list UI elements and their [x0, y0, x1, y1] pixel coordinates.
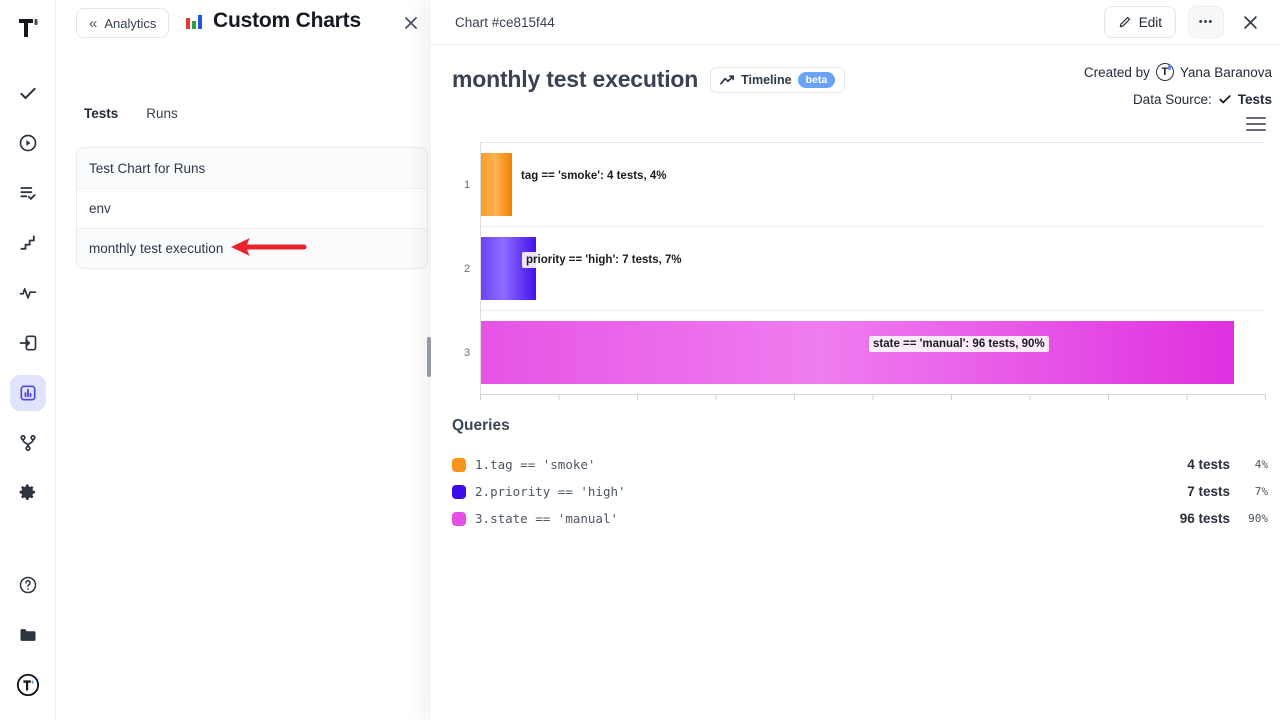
list-item-monthly-test-execution[interactable]: monthly test execution	[77, 228, 427, 268]
query-row: 2.priority == 'high' 7 tests 7%	[452, 478, 1268, 505]
chart-band-1: 1 tag == 'smoke': 4 tests, 4%	[464, 142, 1265, 226]
edit-label: Edit	[1138, 14, 1162, 30]
app-sidebar	[0, 0, 56, 720]
back-label: Analytics	[104, 15, 157, 31]
query-color-swatch	[452, 457, 466, 472]
gear-icon	[19, 484, 35, 500]
chart-band-3: 3 state == 'manual': 96 tests, 90%	[464, 310, 1265, 394]
sidebar-item-import[interactable]	[10, 325, 46, 361]
sidebar-item-steps[interactable]	[10, 225, 46, 261]
chart-list: Test Chart for Runs env monthly test exe…	[76, 147, 428, 269]
detail-header: Chart #ce815f44 Edit •••	[431, 0, 1280, 45]
list-check-icon	[19, 187, 36, 201]
bar-label: state == 'manual': 96 tests, 90%	[869, 336, 1049, 352]
branch-icon	[19, 434, 36, 452]
created-by-label: Created by	[1083, 64, 1150, 80]
bar-tag-smoke[interactable]	[481, 153, 513, 216]
beta-badge: beta	[797, 71, 836, 88]
sidebar-item-help[interactable]	[10, 567, 46, 603]
tab-tests[interactable]: Tests	[84, 106, 119, 121]
timeline-label: Timeline	[741, 72, 792, 87]
category-label: 2	[463, 263, 471, 275]
list-item-env[interactable]: env	[77, 188, 427, 228]
custom-charts-icon	[186, 15, 202, 29]
scrollbar-thumb[interactable]	[427, 337, 431, 377]
chart-detail-panel: Chart #ce815f44 Edit ••• monthly test ex…	[431, 0, 1280, 720]
query-text: 1.tag == 'smoke'	[475, 457, 596, 472]
app-logo[interactable]	[10, 10, 46, 46]
chart-context-menu-icon[interactable]	[1246, 117, 1266, 131]
chart-band-2: 2 priority == 'high': 7 tests, 7%	[464, 226, 1265, 310]
query-percent: 4%	[1254, 458, 1268, 471]
chart-title: monthly test execution	[452, 66, 699, 92]
page-title: Custom Charts	[213, 9, 361, 32]
sidebar-item-projects[interactable]	[10, 617, 46, 653]
logo-t-icon	[18, 19, 37, 37]
folder-icon	[20, 629, 35, 641]
query-color-swatch	[452, 484, 466, 499]
query-text: 3.state == 'manual'	[475, 511, 618, 526]
avatar: T	[1155, 63, 1174, 81]
queries-heading: Queries	[452, 417, 510, 434]
sidebar-item-tests[interactable]	[10, 75, 46, 111]
help-circle-icon	[19, 576, 36, 594]
list-item-test-chart-for-runs[interactable]: Test Chart for Runs	[77, 148, 427, 188]
queries-list: 1.tag == 'smoke' 4 tests 4% 2.priority =…	[452, 451, 1268, 532]
bar-priority-high[interactable]	[481, 237, 536, 300]
ellipsis-icon: •••	[1198, 16, 1214, 28]
bar-label: tag == 'smoke': 4 tests, 4%	[517, 168, 671, 184]
panel-close-icon[interactable]	[400, 12, 422, 34]
list-tabs: Tests Runs	[84, 106, 178, 121]
play-circle-icon	[19, 134, 36, 152]
back-to-analytics-button[interactable]: « Analytics	[76, 8, 170, 38]
chart-meta: Created by T Yana Baranova Data Source: …	[1084, 62, 1272, 116]
close-detail-icon[interactable]	[1236, 8, 1264, 36]
query-row: 3.state == 'manual' 96 tests 90%	[452, 505, 1268, 532]
category-label: 1	[463, 179, 471, 191]
created-by-name: Yana Baranova	[1179, 64, 1272, 80]
query-row: 1.tag == 'smoke' 4 tests 4%	[452, 451, 1268, 478]
category-label: 3	[463, 347, 471, 359]
query-text: 2.priority == 'high'	[475, 484, 626, 499]
timeline-toggle[interactable]: Timeline beta	[710, 66, 846, 93]
custom-charts-panel: « Analytics Custom Charts Tests Runs Tes…	[56, 0, 431, 720]
back-chevron-icon: «	[89, 14, 98, 32]
query-tests-count: 96 tests	[1179, 511, 1230, 526]
sidebar-item-pulse[interactable]	[10, 275, 46, 311]
tab-runs[interactable]: Runs	[146, 106, 178, 121]
import-box-icon	[19, 335, 36, 351]
query-percent: 7%	[1254, 485, 1268, 498]
check-icon	[19, 87, 36, 99]
query-color-swatch	[452, 511, 466, 526]
sidebar-item-runs[interactable]	[10, 125, 46, 161]
bar-chart-icon	[20, 385, 35, 401]
query-tests-count: 4 tests	[1187, 457, 1230, 472]
sidebar-item-settings[interactable]	[10, 475, 46, 511]
panel-header: « Analytics Custom Charts	[56, 0, 431, 46]
bar-state-manual[interactable]	[481, 321, 1234, 384]
edit-button[interactable]: Edit	[1103, 6, 1176, 38]
pencil-icon	[1119, 16, 1130, 28]
more-options-button[interactable]: •••	[1188, 6, 1224, 38]
data-source-value: Tests	[1237, 91, 1272, 107]
data-source-label: Data Source:	[1132, 91, 1212, 107]
pulse-icon	[19, 288, 36, 299]
stairs-icon	[19, 235, 35, 250]
bar-label: priority == 'high': 7 tests, 7%	[522, 252, 686, 268]
sidebar-item-test-plans[interactable]	[10, 175, 46, 211]
bar-chart-plot: 1 tag == 'smoke': 4 tests, 4% 2 priority…	[464, 142, 1265, 394]
check-icon	[1219, 95, 1231, 104]
x-axis	[480, 394, 1266, 400]
sidebar-item-analytics[interactable]	[9, 375, 46, 411]
sidebar-item-account[interactable]	[10, 667, 46, 703]
chart-id-title: Chart #ce815f44	[455, 14, 555, 30]
trend-icon	[720, 74, 735, 85]
query-tests-count: 7 tests	[1187, 484, 1230, 499]
sidebar-item-branches[interactable]	[10, 425, 46, 461]
logo-circle-icon	[16, 673, 39, 697]
query-percent: 90%	[1248, 512, 1268, 525]
